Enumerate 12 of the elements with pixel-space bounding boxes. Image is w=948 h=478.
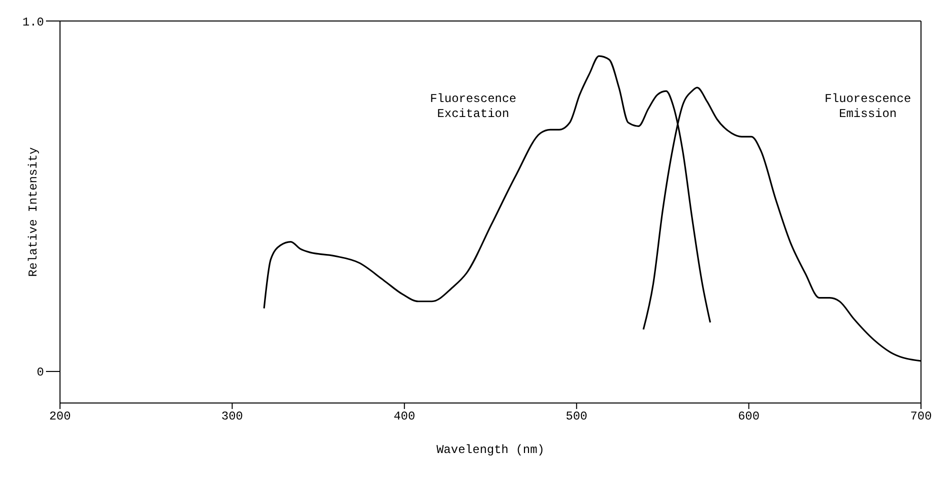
y-tick-label: 0 [36, 366, 44, 380]
x-tick-label: 600 [738, 410, 760, 424]
x-tick-label: 500 [566, 410, 588, 424]
x-tick-label: 700 [910, 410, 932, 424]
x-tick-label: 300 [221, 410, 244, 424]
annotation: Fluorescence Excitation [430, 92, 516, 121]
y-axis-title: Relative Intensity [26, 147, 40, 277]
annotation: Fluorescence Emission [824, 92, 912, 121]
x-axis-title: Wavelength (nm) [436, 443, 545, 457]
x-tick-label: 200 [49, 410, 71, 424]
y-tick-label: 1.0 [22, 15, 44, 30]
x-tick-label: 400 [394, 410, 416, 424]
